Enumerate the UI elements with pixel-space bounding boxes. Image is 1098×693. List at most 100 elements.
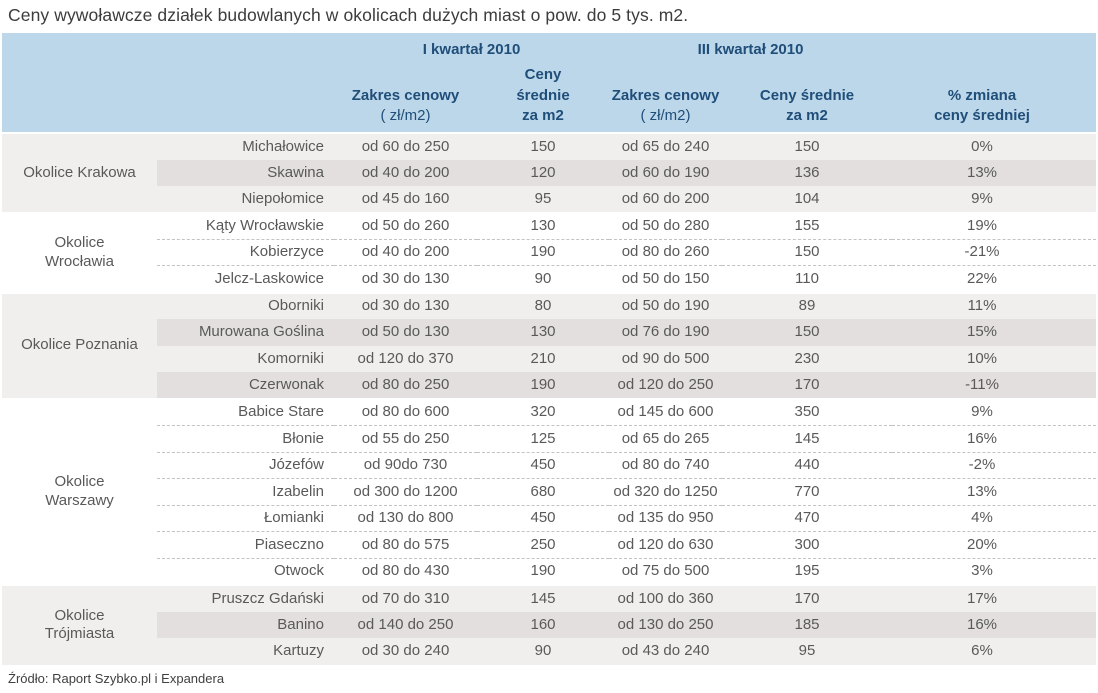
q3-avg-cell: 470	[722, 505, 893, 533]
q3-avg-cell: 150	[722, 132, 893, 160]
source-note: Źródło: Raport Szybko.pl i Expandera	[8, 670, 225, 686]
q1-avg-cell: 250	[477, 531, 610, 559]
header-blank-cell	[2, 60, 334, 133]
q1-header: I kwartał 2010	[334, 33, 610, 60]
q1-avg-cell: 150	[477, 132, 610, 160]
col-header-zakres-q3-unit: ( zł/m2)	[640, 106, 691, 124]
q3-avg-cell: 300	[722, 531, 893, 559]
table-row: Skawina od 40 do 200 120 od 60 do 190 136 13%	[2, 159, 1097, 187]
col-header-srednie-q3: Ceny średnie za m2	[722, 60, 893, 133]
table-row: Czerwonak od 80 do 250 190 od 120 do 250 170…	[2, 372, 1097, 399]
city-cell: Skawina	[157, 159, 334, 187]
q1-range-cell: od 40 do 200	[334, 239, 477, 267]
col-header-zakres-q3: Zakres cenowy ( zł/m2)	[609, 60, 723, 133]
table-row: Kartuzy od 30 do 240 90 od 43 do 240 95 6%	[2, 638, 1097, 665]
table-row: Okolice Warszawy Babice Stare od 80 do 600…	[2, 397, 1097, 586]
table-row: Okolice Poznania Oborniki od 30 do 130 80 od…	[2, 291, 1097, 399]
change-cell: 0%	[892, 132, 1097, 160]
city-cell: Izabelin	[157, 478, 334, 506]
q1-avg-cell: 120	[477, 159, 610, 187]
city-cell: Józefów	[157, 452, 334, 480]
change-cell: 22%	[892, 265, 1097, 293]
q1-avg-cell: 160	[477, 611, 610, 639]
city-cell: Piaseczno	[157, 531, 334, 559]
change-cell: 9%	[892, 397, 1097, 427]
col-header-zakres-q1-title: Zakres cenowy	[351, 86, 460, 104]
header-blank-cell	[892, 33, 1097, 60]
q1-range-cell: od 300 do 1200	[334, 478, 477, 506]
city-cell: Kąty Wrocławskie	[157, 211, 334, 240]
q1-range-cell: od 30 do 130	[334, 265, 477, 293]
change-cell: 16%	[892, 611, 1097, 639]
city-cell: Oborniki	[157, 291, 334, 320]
q3-avg-cell: 150	[722, 319, 893, 346]
q3-range-cell: od 50 do 280	[609, 211, 723, 240]
change-cell: 9%	[892, 186, 1097, 213]
q3-avg-cell: 770	[722, 478, 893, 506]
q3-range-cell: od 135 do 950	[609, 505, 723, 533]
table-row: Otwock od 80 do 430 190 od 75 do 500 195 3%	[2, 558, 1097, 586]
q1-avg-cell: 450	[477, 505, 610, 533]
q3-avg-cell: 150	[722, 239, 893, 267]
city-cell: Jelcz-Laskowice	[157, 265, 334, 293]
q1-avg-cell: 80	[477, 291, 610, 320]
q3-range-cell: od 80 do 260	[609, 239, 723, 267]
city-cell: Kartuzy	[157, 638, 334, 665]
q3-range-cell: od 130 do 250	[609, 611, 723, 639]
q1-range-cell: od 30 do 130	[334, 291, 477, 320]
q3-avg-cell: 145	[722, 425, 893, 453]
q3-range-cell: od 75 do 500	[609, 558, 723, 586]
q3-header: III kwartał 2010	[609, 33, 893, 60]
header-blank-cell	[2, 33, 334, 60]
q3-avg-cell: 104	[722, 186, 893, 213]
q3-avg-cell: 155	[722, 211, 893, 240]
q1-avg-cell: 90	[477, 265, 610, 293]
q3-avg-cell: 136	[722, 159, 893, 187]
change-cell: 20%	[892, 531, 1097, 559]
q1-avg-cell: 130	[477, 211, 610, 240]
q3-range-cell: od 43 do 240	[609, 638, 723, 665]
q1-avg-cell: 190	[477, 558, 610, 586]
region-group: Okolice Warszawy Babice Stare od 80 do 600…	[2, 397, 1097, 586]
page-title: Ceny wywoławcze działek budowlanych w ok…	[8, 5, 689, 25]
q1-avg-cell: 95	[477, 186, 610, 213]
price-table: I kwartał 2010 III kwartał 2010 Zakres c…	[2, 33, 1097, 665]
q3-range-cell: od 145 do 600	[609, 397, 723, 427]
q3-avg-cell: 195	[722, 558, 893, 586]
q1-range-cell: od 140 do 250	[334, 611, 477, 639]
city-cell: Pruszcz Gdański	[157, 584, 334, 612]
q3-avg-cell: 89	[722, 291, 893, 320]
q1-range-cell: od 80 do 575	[334, 531, 477, 559]
q1-range-cell: od 120 do 370	[334, 345, 477, 373]
q1-range-cell: od 80 do 600	[334, 397, 477, 427]
change-cell: 19%	[892, 211, 1097, 240]
q1-range-cell: od 80 do 250	[334, 372, 477, 399]
q3-range-cell: od 60 do 190	[609, 159, 723, 187]
q1-avg-cell: 190	[477, 239, 610, 267]
q1-range-cell: od 30 do 240	[334, 638, 477, 665]
q1-avg-cell: 130	[477, 319, 610, 346]
q3-range-cell: od 50 do 150	[609, 265, 723, 293]
q3-range-cell: od 65 do 240	[609, 132, 723, 160]
q3-range-cell: od 76 do 190	[609, 319, 723, 346]
q3-range-cell: od 65 do 265	[609, 425, 723, 453]
q1-avg-cell: 210	[477, 345, 610, 373]
change-cell: 15%	[892, 319, 1097, 346]
city-cell: Komorniki	[157, 345, 334, 373]
table-row: Okolice Krakowa Michałowice od 60 do 250 15…	[2, 132, 1097, 213]
q3-avg-cell: 230	[722, 345, 893, 373]
change-cell: 6%	[892, 638, 1097, 665]
q3-avg-cell: 185	[722, 611, 893, 639]
region-group: Okolice Krakowa Michałowice od 60 do 250 15…	[2, 132, 1097, 213]
q3-avg-cell: 110	[722, 265, 893, 293]
city-cell: Banino	[157, 611, 334, 639]
table-row: Komorniki od 120 do 370 210 od 90 do 500 230…	[2, 345, 1097, 373]
q3-range-cell: od 320 do 1250	[609, 478, 723, 506]
change-cell: -21%	[892, 239, 1097, 267]
q1-avg-cell: 90	[477, 638, 610, 665]
city-cell: Łomianki	[157, 505, 334, 533]
table-row: Kobierzyce od 40 do 200 190 od 80 do 260 150…	[2, 239, 1097, 267]
region-group: Okolice Trójmiasta Pruszcz Gdański od 70 d…	[2, 584, 1097, 665]
region-cell: Okolice Krakowa	[2, 132, 157, 213]
q1-avg-cell: 450	[477, 452, 610, 480]
